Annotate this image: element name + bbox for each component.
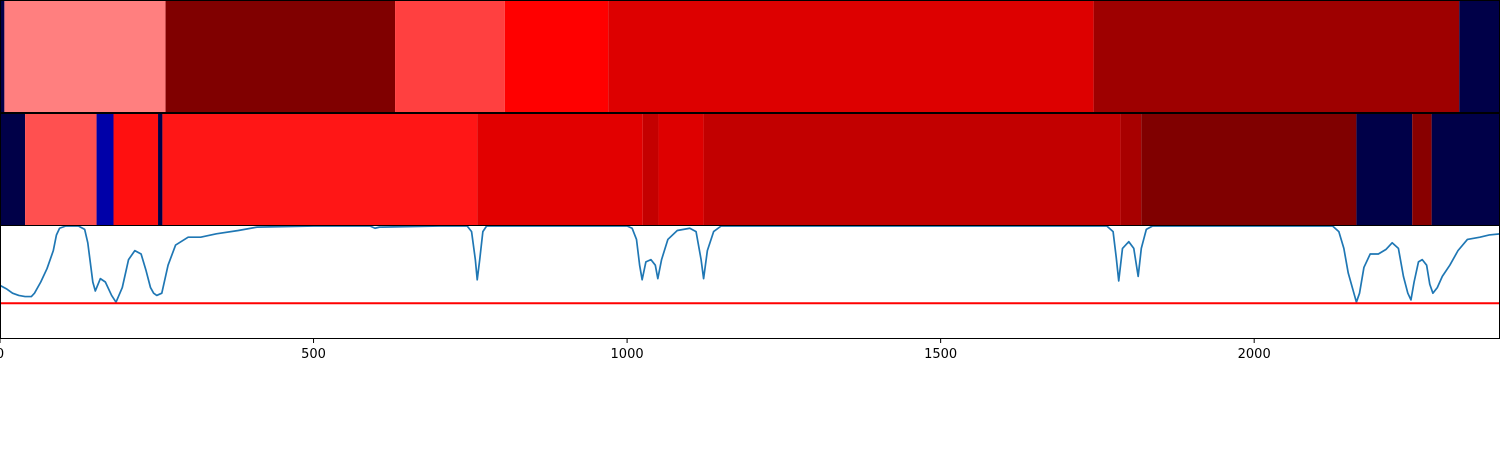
data-line — [0, 225, 1500, 304]
x-tick-label: 500 — [301, 347, 326, 362]
heatmap-cell — [96, 114, 114, 225]
x-tick-label: 1500 — [924, 347, 957, 362]
heatmap-cell — [477, 114, 643, 225]
heatmap-cell — [162, 114, 478, 225]
middle-heatmap-strip — [0, 113, 1500, 226]
top-heatmap-strip — [0, 0, 1500, 113]
heatmap-cell — [1459, 1, 1500, 112]
heatmap-cell — [113, 114, 159, 225]
heatmap-cell — [608, 1, 1094, 112]
heatmap-cell — [4, 1, 166, 112]
heatmap-cell — [158, 114, 163, 225]
heatmap-cell — [0, 114, 26, 225]
heatmap-cell — [165, 1, 396, 112]
x-tick-label: 1000 — [611, 347, 644, 362]
heatmap-cell — [395, 1, 505, 112]
x-tick-label: 2000 — [1238, 347, 1271, 362]
heatmap-cell — [642, 114, 659, 225]
heatmap-cell — [1141, 114, 1357, 225]
heatmap-cell — [1093, 1, 1460, 112]
x-axis: 0 500 1000 1500 2000 — [0, 338, 1271, 362]
heatmap-cell — [1356, 114, 1413, 225]
heatmap-cell — [703, 114, 1121, 225]
x-tick-label: 0 — [0, 347, 4, 362]
heatmap-cell — [504, 1, 609, 112]
heatmap-cell — [1412, 114, 1432, 225]
heatmap-cell — [25, 114, 97, 225]
heatmap-cell — [1431, 114, 1500, 225]
heatmap-cell — [1120, 114, 1142, 225]
heatmap-cell — [658, 114, 704, 225]
heatmap-cell — [0, 1, 5, 112]
